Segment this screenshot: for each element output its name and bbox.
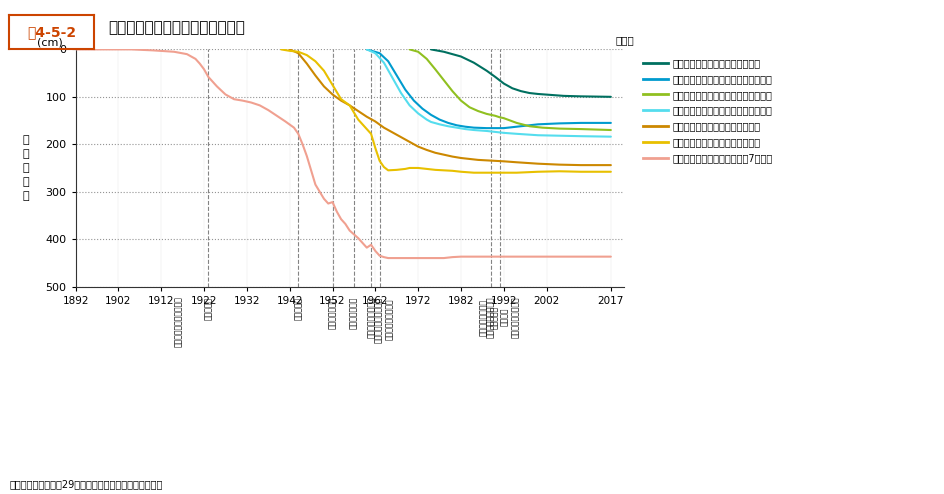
Text: 各地で深井戸掘削始まる: 各地で深井戸掘削始まる [174,296,183,347]
Text: （筑後・佐賀平野
濃尾平野）
地盤沈下
防止等対策要綱策定: （筑後・佐賀平野 濃尾平野） 地盤沈下 防止等対策要綱策定 [479,296,519,338]
Text: ビル用水法制定: ビル用水法制定 [349,296,358,329]
Text: 工業用水法制定: 工業用水法制定 [328,296,337,329]
Text: 累
積
沈
下
量: 累 積 沈 下 量 [23,135,29,201]
Text: 資料：環境省「平成29年度全国の地盤沈下地域の概況」: 資料：環境省「平成29年度全国の地盤沈下地域の概況」 [9,479,162,489]
Legend: 南魚沼（新潟県南魚沼市六日町）, 九十九里平野（千葉県茂原市南吉田）, 筑後・佐賀平野（佐賀県白石町遠江）, 濃尾平野（三重県桑名市長島町白鶴）, 関東平野（埼: 南魚沼（新潟県南魚沼市六日町）, 九十九里平野（千葉県茂原市南吉田）, 筑後・佐… [639,54,776,167]
Text: 防止等対策要綱策定: 防止等対策要綱策定 [486,296,495,338]
Text: (cm): (cm) [37,37,63,47]
Text: 関東大震災: 関東大震災 [204,296,212,320]
Text: 西暦年: 西暦年 [615,35,633,45]
Text: 太平洋戦争: 太平洋戦争 [294,296,302,320]
Text: 図4-5-2: 図4-5-2 [27,25,76,39]
Text: 代表的地域の地盤沈下の経年変化: 代表的地域の地盤沈下の経年変化 [109,20,245,35]
Text: 関東平野北部地盤沈下
防止等対策要綱策定: 関東平野北部地盤沈下 防止等対策要綱策定 [374,296,394,343]
Text: 公害対策基本法制定: 公害対策基本法制定 [366,296,375,338]
